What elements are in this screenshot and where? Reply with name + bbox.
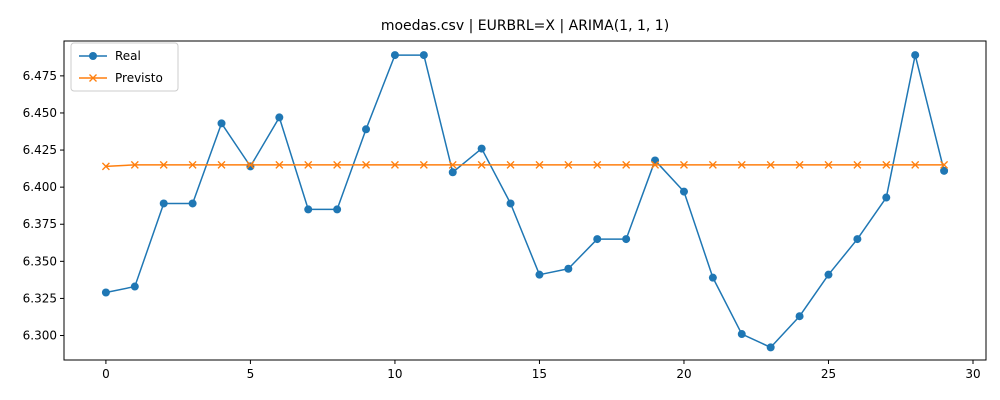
y-tick-label: 6.425 (23, 143, 57, 157)
data-point-real (766, 343, 775, 352)
series-line-previsto (105, 164, 945, 168)
data-point-previsto (795, 160, 804, 169)
data-point-real (390, 51, 399, 60)
data-point-previsto (940, 160, 949, 169)
data-point-real (940, 166, 949, 175)
data-point-previsto (911, 160, 920, 169)
data-point-real (882, 193, 891, 202)
data-point-real (622, 235, 631, 244)
data-point-previsto (246, 160, 255, 169)
data-point-previsto (766, 160, 775, 169)
data-point-previsto (362, 160, 370, 169)
y-tick-label: 6.475 (23, 69, 57, 83)
chart-title: moedas.csv | EURBRL=X | ARIMA(1, 1, 1) (381, 18, 669, 34)
data-point-real (477, 144, 486, 153)
data-point-previsto (564, 160, 573, 169)
data-point-previsto (188, 160, 197, 169)
data-point-real (333, 205, 342, 214)
data-point-real (506, 199, 515, 208)
data-point-real (708, 273, 717, 282)
data-point-previsto (448, 160, 457, 169)
y-tick-label: 6.325 (23, 291, 57, 305)
data-point-previsto (680, 160, 688, 169)
data-point-real (217, 119, 226, 128)
data-point-previsto (535, 160, 544, 169)
data-point-previsto (882, 160, 891, 169)
data-point-real (911, 51, 920, 60)
data-point-previsto (333, 160, 342, 169)
data-point-previsto (390, 160, 399, 169)
data-point-real (679, 187, 688, 196)
data-point-previsto (708, 160, 717, 169)
y-tick-label: 6.300 (23, 329, 57, 343)
data-point-previsto (275, 160, 284, 169)
data-point-real (275, 113, 284, 122)
data-point-real (535, 270, 544, 279)
data-point-previsto (824, 160, 833, 169)
data-point-previsto (419, 160, 428, 169)
data-point-real (188, 199, 197, 208)
data-point-real (737, 330, 746, 339)
data-point-real (419, 51, 428, 60)
y-tick-label: 6.350 (23, 254, 57, 268)
legend-marker-previsto (89, 74, 97, 82)
data-point-real (448, 168, 457, 177)
series-line-real (105, 54, 945, 349)
y-tick-label: 6.375 (23, 217, 57, 231)
data-point-previsto (593, 160, 602, 169)
x-tick-label: 10 (387, 367, 402, 381)
x-tick-label: 15 (532, 367, 547, 381)
data-point-real (853, 235, 862, 244)
data-point-previsto (101, 162, 110, 171)
data-point-previsto (130, 160, 139, 169)
x-tick-label: 5 (247, 367, 255, 381)
legend-label-real: Real (115, 49, 141, 63)
x-tick-label: 20 (676, 367, 691, 381)
data-point-previsto (477, 160, 486, 169)
data-point-real (246, 162, 255, 171)
data-point-real (593, 235, 602, 244)
data-point-real (651, 156, 660, 165)
legend-marker-real (89, 52, 97, 60)
data-point-previsto (853, 160, 862, 169)
x-tick-label: 30 (965, 367, 980, 381)
data-point-previsto (159, 160, 168, 169)
data-point-real (564, 264, 573, 273)
x-tick-label: 0 (102, 367, 110, 381)
x-tick-label: 25 (821, 367, 836, 381)
data-point-real (824, 270, 833, 279)
axes-frame (63, 40, 987, 361)
plot-area: 0 5 10 15 20 25 30 6.300 6.325 6.350 6.375 6.400 6.4… (23, 40, 987, 381)
y-tick-label: 6.400 (23, 180, 57, 194)
legend-label-previsto: Previsto (115, 71, 163, 85)
data-point-real (795, 312, 804, 321)
data-point-previsto (506, 160, 515, 169)
data-point-previsto (651, 160, 660, 169)
data-point-real (304, 205, 313, 214)
data-point-previsto (304, 160, 313, 169)
legend-frame (70, 42, 179, 92)
data-point-real (101, 288, 110, 297)
data-point-previsto (217, 160, 226, 169)
data-point-real (130, 282, 139, 291)
data-point-previsto (622, 160, 631, 169)
data-point-previsto (737, 160, 746, 169)
y-tick-label: 6.450 (23, 106, 57, 120)
data-point-real (362, 125, 371, 134)
legend: Real Previsto (70, 42, 179, 92)
data-point-real (159, 199, 168, 208)
